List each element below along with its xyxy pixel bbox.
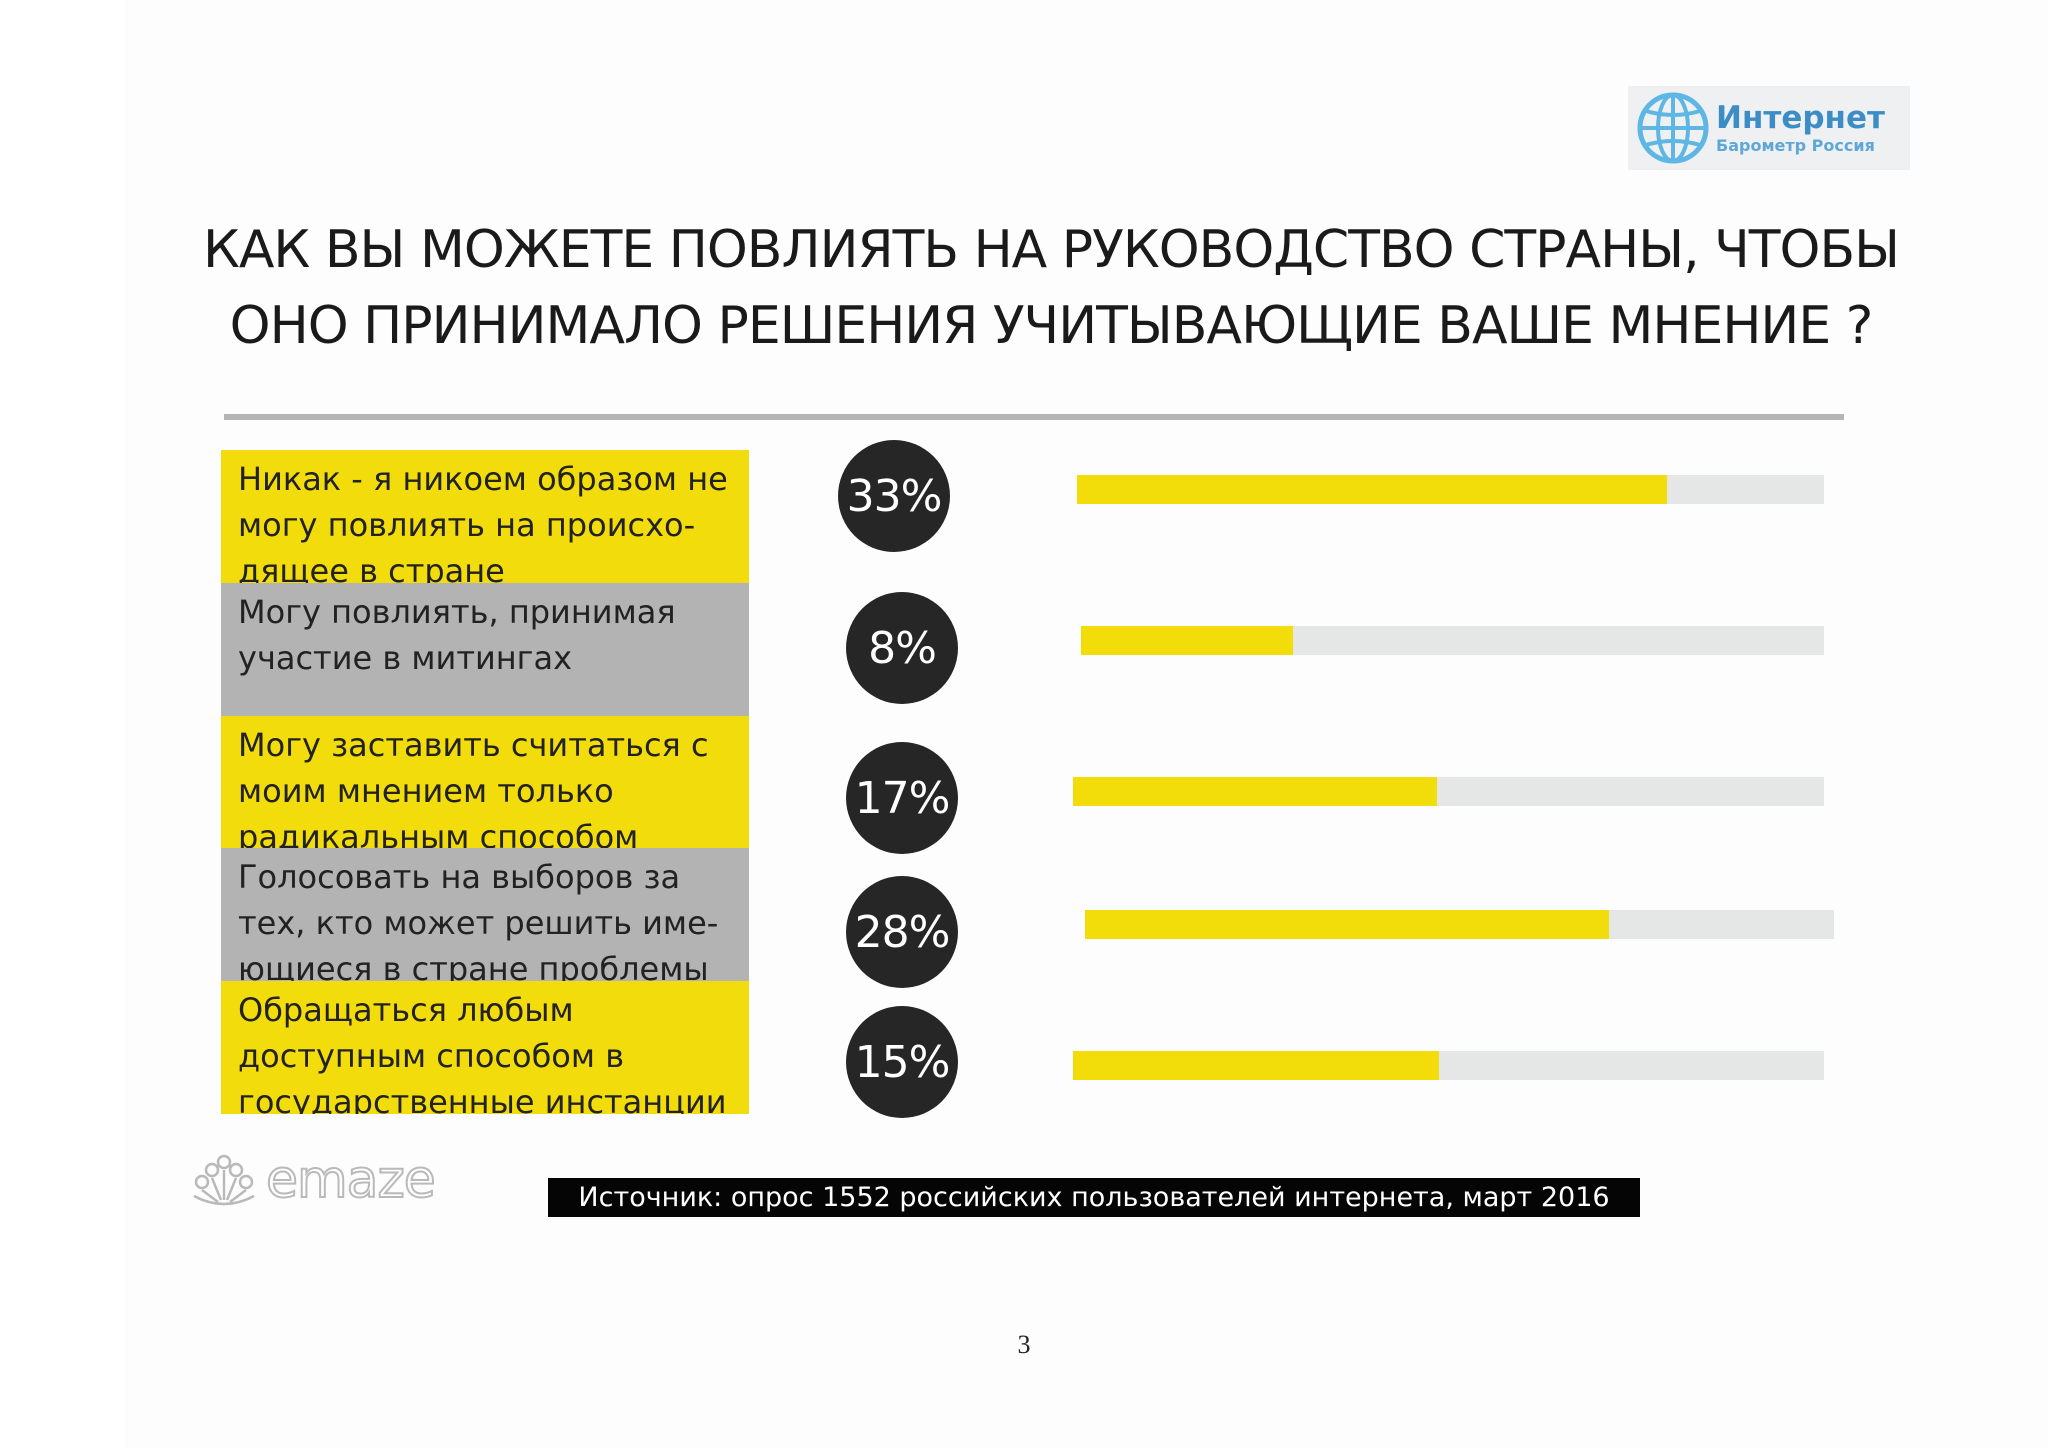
bar-2 (1081, 626, 1293, 655)
bar-track-5 (1073, 1051, 1824, 1080)
bar-track-4 (1085, 910, 1834, 939)
value-label-1: 33% (838, 440, 950, 552)
source-caption: Источник: опрос 1552 российских пользова… (548, 1178, 1640, 1217)
category-label-line: радикальным способом (238, 818, 639, 848)
title-line-2: ОНО ПРИНИМАЛО РЕШЕНИЯ УЧИТЫВАЮЩИЕ ВАШЕ М… (229, 296, 1874, 356)
title-divider (224, 414, 1844, 420)
category-label-1: Никак - я никоем образом не могу повлиять… (221, 450, 749, 583)
bar-5 (1073, 1051, 1439, 1080)
page-title: КАК ВЫ МОЖЕТЕ ПОВЛИЯТЬ НА РУКОВОДСТВО СТ… (136, 212, 1966, 364)
category-label-5: Обращаться любым доступным способом в госу… (221, 981, 749, 1114)
category-label-line: ющиеся в стране проблемы (238, 950, 709, 981)
bar-4 (1085, 910, 1610, 939)
value-label-2: 8% (846, 592, 958, 704)
emaze-logo: emaze (188, 1149, 437, 1211)
category-label-4: Голосовать на выборов за тех, кто может р… (221, 848, 749, 981)
internet-barometer-logo: Интернет Барометр Россия (1628, 86, 1910, 170)
bar-track-2 (1081, 626, 1824, 655)
category-label-line: Никак - я никоем образом не (238, 460, 728, 498)
page-number: 3 (1017, 1330, 1031, 1359)
bar-3 (1073, 777, 1438, 806)
category-label-line: тех, кто может решить име- (238, 904, 719, 942)
title-line-1: КАК ВЫ МОЖЕТЕ ПОВЛИЯТЬ НА РУКОВОДСТВО СТ… (202, 220, 1900, 280)
category-label-line: Обращаться любым (238, 991, 574, 1029)
value-label-3: 17% (846, 742, 958, 854)
value-label-5: 15% (846, 1006, 958, 1118)
category-label-line: государственные инстанции (238, 1083, 727, 1114)
bar-1 (1077, 475, 1668, 504)
value-label-4: 28% (846, 876, 958, 988)
emaze-brand-text: emaze (265, 1149, 437, 1211)
logo-subtitle: Барометр Россия (1716, 135, 1875, 155)
bar-track-3 (1073, 777, 1824, 806)
category-label-line: дящее в стране (238, 552, 505, 583)
bar-track-1 (1077, 475, 1824, 504)
category-label-line: могу повлиять на происхо- (238, 506, 696, 544)
category-label-line: Могу повлиять, принимая (238, 593, 676, 631)
category-label-line: доступным способом в (238, 1037, 625, 1075)
category-label-line: Могу заставить считаться с (238, 726, 709, 764)
category-label-line: участие в митингах (238, 639, 573, 677)
logo-title: Интернет (1716, 99, 1885, 136)
emaze-flower-icon (193, 1154, 255, 1206)
globe-icon (1637, 92, 1709, 164)
category-label-3: Могу заставить считаться с моим мнением т… (221, 716, 749, 848)
category-label-line: Голосовать на выборов за (238, 858, 681, 896)
category-label-2: Могу повлиять, принимая участие в митинга… (221, 583, 749, 716)
category-label-line: моим мнением только (238, 772, 614, 810)
